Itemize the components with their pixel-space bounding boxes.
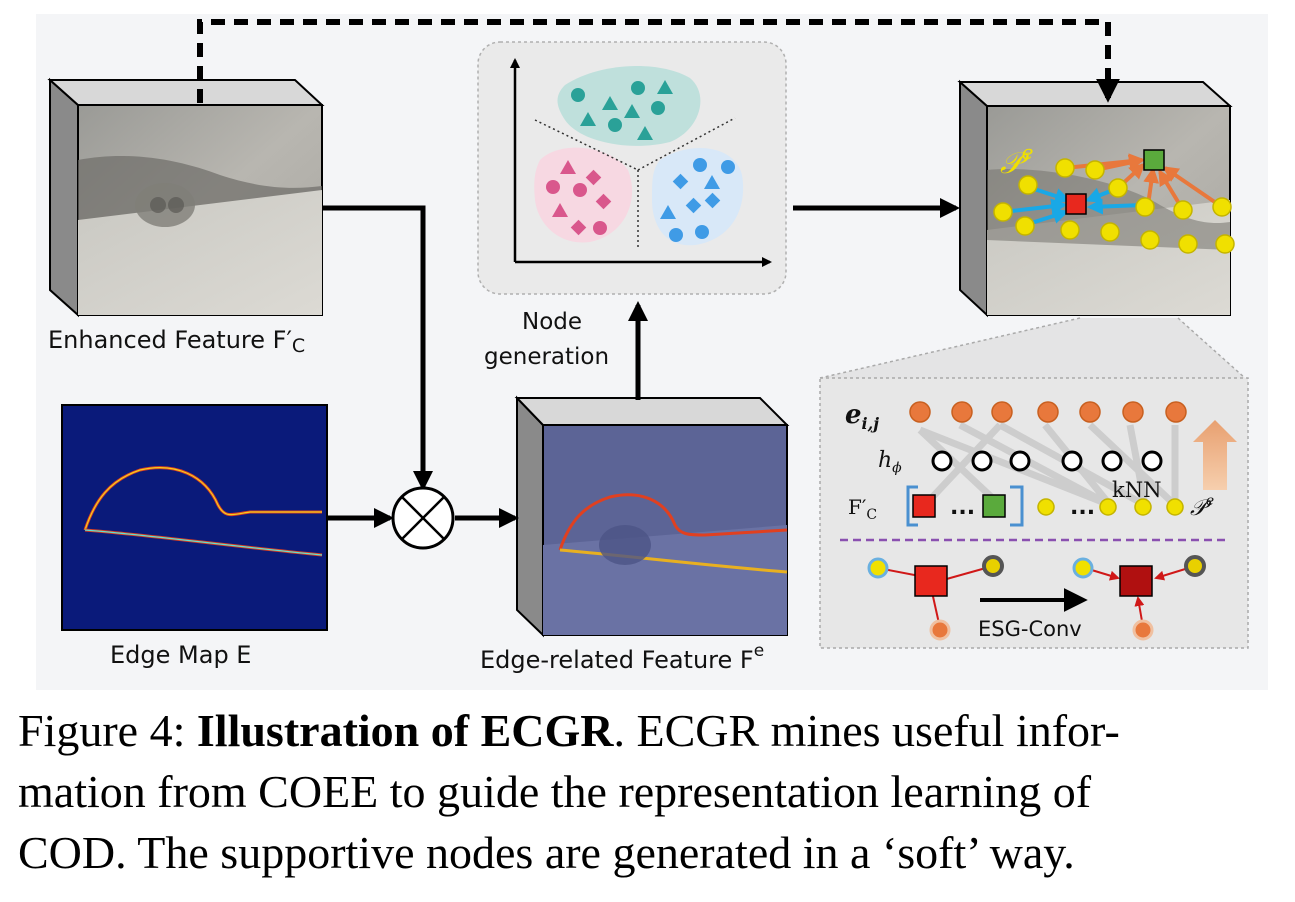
- caption-line-1: Figure 4: Illustration of ECGR. ECGR min…: [18, 705, 1120, 756]
- edge-feature-label: Edge-related Feature Fe: [480, 641, 765, 674]
- node-generation-plot: [477, 41, 787, 295]
- caption-line-3: COD. The supportive nodes are generated …: [18, 827, 1075, 878]
- edge-map-box: [61, 404, 328, 631]
- detail-panel: [819, 317, 1249, 649]
- figure-caption: Figure 4: Illustration of ECGR. ECGR min…: [18, 700, 1280, 883]
- esg-conv-label: ESG-Conv: [978, 617, 1082, 641]
- enhanced-feature-label: Enhanced Feature F′C: [48, 326, 306, 357]
- graph-output-box: [957, 79, 1235, 318]
- pe-label: 𝒫e: [1190, 493, 1215, 521]
- ellipsis-2: ...: [1070, 495, 1096, 520]
- edge-feature-box: [514, 395, 790, 638]
- enhanced-feature-box: [47, 77, 325, 318]
- edge-map-label: Edge Map E: [110, 641, 252, 669]
- caption-line-2: mation from COEE to guide the representa…: [18, 766, 1092, 817]
- fc-label: F′C: [848, 495, 878, 523]
- node-generation-label-line1: Node: [522, 309, 583, 335]
- node-generation-label-line2: generation: [484, 344, 610, 370]
- multiply-operator: [391, 486, 455, 550]
- edge-weight-label: ei,j: [845, 400, 879, 433]
- h-phi-label: hϕ: [878, 448, 902, 476]
- flow-arrows: [197, 19, 1120, 528]
- ellipsis-1: ...: [950, 495, 976, 520]
- knn-label: kNN: [1112, 478, 1162, 502]
- point-set-label: 𝒫e: [1000, 140, 1034, 181]
